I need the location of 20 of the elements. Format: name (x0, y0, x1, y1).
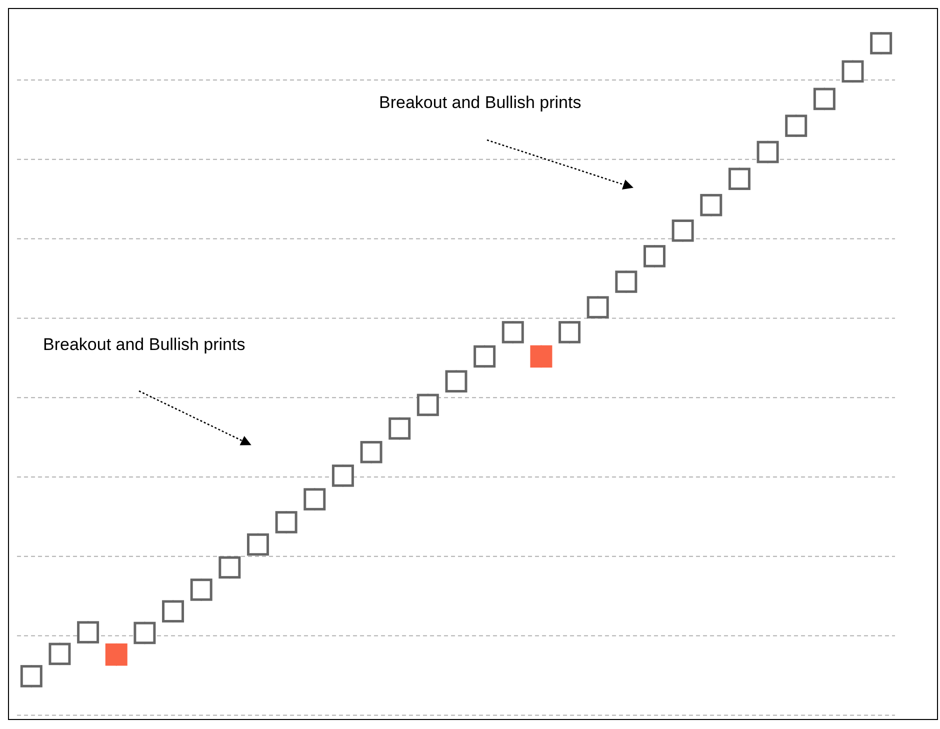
candlestick (190, 578, 212, 602)
annotation: Breakout and Bullish prints (379, 93, 582, 113)
candlestick (870, 32, 892, 55)
candlestick (445, 370, 468, 393)
candlestick (558, 320, 581, 344)
candlestick (728, 167, 750, 191)
candlestick (275, 510, 298, 534)
candlestick (360, 440, 382, 464)
candlestick (643, 244, 666, 268)
candlestick (77, 620, 100, 644)
annotation: Breakout and Bullish prints (43, 335, 246, 355)
candlestick (332, 464, 354, 488)
candlestick (502, 320, 524, 344)
candlestick (672, 219, 694, 242)
candlestick (304, 488, 326, 511)
candlestick (20, 664, 42, 688)
candlestick (615, 270, 638, 294)
candlestick (586, 296, 609, 319)
candlestick (162, 600, 184, 623)
candlestick (785, 114, 808, 138)
